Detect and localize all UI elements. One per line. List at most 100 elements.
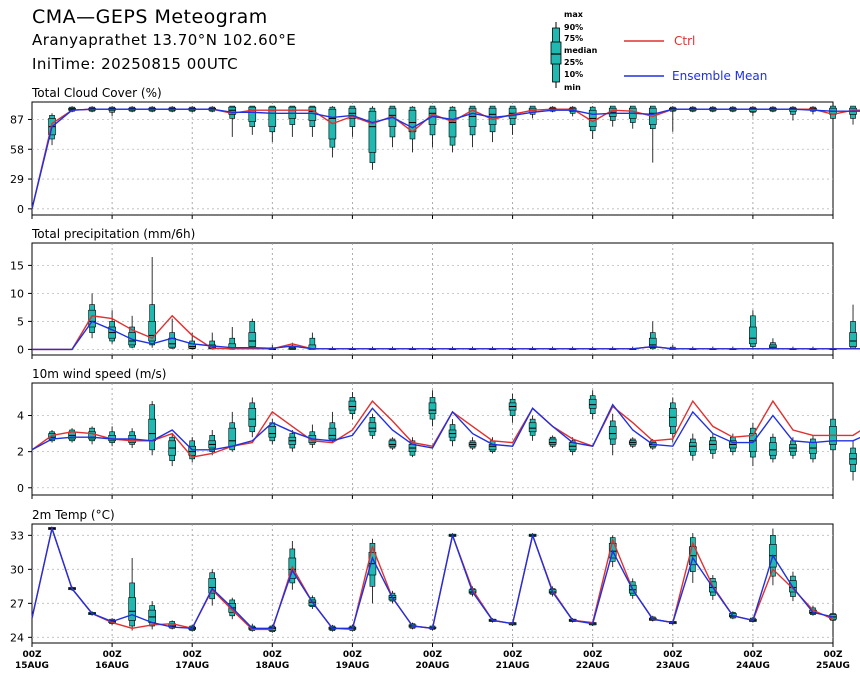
box-25-75 [709, 440, 717, 451]
box-25-75 [769, 442, 777, 456]
box-25-75 [248, 332, 257, 347]
x-tick-label-date: 24AUG [736, 661, 770, 671]
box-25-75 [268, 426, 277, 438]
location-label: Aranyaprathet 13.70°N 102.60°E [32, 31, 297, 49]
box-25-75 [148, 418, 156, 442]
y-tick-label: 10 [10, 287, 24, 300]
legend-box-label: 75% [564, 34, 583, 43]
box-25-75 [388, 440, 397, 447]
x-tick-label-date: 18AUG [255, 661, 289, 671]
box-25-75 [188, 445, 196, 456]
x-tick-label-date: 23AUG [656, 661, 690, 671]
panel-title: 2m Temp (°C) [32, 508, 115, 522]
box-25-75 [368, 110, 377, 153]
y-tick-label: 30 [10, 563, 24, 576]
box-25-75 [88, 431, 96, 440]
x-tick-label-time: 00Z [503, 650, 523, 660]
x-tick-label-time: 00Z [823, 650, 843, 660]
box-25-75 [769, 344, 777, 349]
y-tick-label: 33 [10, 529, 24, 542]
legend-box-label: median [564, 46, 598, 55]
y-tick-label: 87 [10, 113, 24, 126]
box-25-75 [448, 109, 457, 138]
y-tick-label: 24 [10, 631, 24, 644]
y-tick-label: 0 [17, 482, 24, 495]
x-tick-label-time: 00Z [583, 650, 603, 660]
mean-line [31, 108, 860, 209]
y-tick-label: 15 [10, 259, 24, 272]
panel-1 [28, 242, 860, 359]
x-tick-label-time: 00Z [343, 650, 363, 660]
box-25-75 [248, 106, 257, 122]
y-tick-label: 5 [17, 315, 24, 328]
mean-line [32, 320, 860, 351]
legend-box-label: 10% [564, 70, 583, 79]
y-tick-label: 29 [10, 173, 24, 186]
box-25-75 [88, 309, 96, 328]
box-25-75 [648, 337, 657, 349]
y-tick-label: 0 [17, 343, 24, 356]
x-tick-label-date: 17AUG [175, 661, 209, 671]
x-tick-label-time: 00Z [663, 650, 683, 660]
box-25-75 [428, 402, 437, 415]
x-tick-label-time: 00Z [183, 650, 203, 660]
y-tick-label: 27 [10, 597, 24, 610]
y-tick-label: 0 [17, 203, 24, 216]
x-tick-label-time: 00Z [103, 650, 123, 660]
x-tick-label-date: 25AUG [816, 661, 850, 671]
mean-line [31, 525, 834, 630]
legend-box-label: min [564, 83, 581, 92]
box-25-75 [228, 427, 237, 447]
legend-mean-label: Ensemble Mean [672, 69, 767, 83]
legend-box-label: 25% [564, 58, 583, 67]
x-tick-label-date: 15AUG [15, 661, 49, 671]
x-tick-label-date: 21AUG [496, 661, 530, 671]
y-tick-label: 4 [17, 410, 24, 423]
page-title: CMA—GEPS Meteogram [32, 6, 268, 28]
panel-3 [28, 523, 837, 647]
y-tick-label: 2 [17, 446, 24, 459]
x-tick-label-time: 00Z [263, 650, 283, 660]
legend-box-label: max [564, 10, 584, 19]
box-25-75 [148, 609, 156, 623]
y-tick-label: 58 [10, 143, 24, 156]
x-tick-label-time: 00Z [22, 650, 42, 660]
box-25-75 [749, 326, 757, 345]
box-25-75 [548, 438, 557, 445]
mean-line [31, 403, 860, 451]
panel-title: 10m wind speed (m/s) [32, 367, 166, 381]
box-25-75 [608, 426, 617, 440]
legend-box-inner [550, 41, 562, 65]
box-25-75 [849, 332, 857, 347]
box-25-75 [528, 422, 537, 433]
x-tick-label-date: 20AUG [416, 661, 450, 671]
box-25-75 [368, 422, 377, 433]
panel-2 [28, 382, 860, 499]
box-25-75 [348, 400, 357, 411]
ctrl-line [32, 314, 860, 351]
box-25-75 [689, 442, 697, 452]
panel-title: Total Cloud Cover (%) [31, 86, 162, 100]
box-25-75 [228, 106, 237, 115]
box-25-75 [468, 107, 477, 127]
box-25-75 [208, 578, 217, 594]
box-25-75 [248, 407, 257, 427]
x-tick-label-date: 16AUG [95, 661, 129, 671]
box-25-75 [328, 427, 337, 440]
panel-0 [28, 101, 860, 219]
box-25-75 [268, 106, 277, 127]
box-25-75 [588, 398, 597, 409]
ctrl-line [31, 399, 860, 458]
legend-box-label: 90% [564, 23, 583, 32]
x-tick-label-time: 00Z [423, 650, 443, 660]
x-tick-label-date: 22AUG [576, 661, 610, 671]
ctrl-line [31, 108, 860, 209]
legend-ctrl-label: Ctrl [674, 34, 695, 48]
panel-title: Total precipitation (mm/6h) [31, 227, 195, 241]
box-25-75 [148, 321, 156, 342]
x-tick-label-time: 00Z [743, 650, 763, 660]
init-time-label: IniTime: 20250815 00UTC [32, 55, 239, 73]
box-25-75 [408, 109, 417, 133]
box-25-75 [128, 597, 136, 621]
